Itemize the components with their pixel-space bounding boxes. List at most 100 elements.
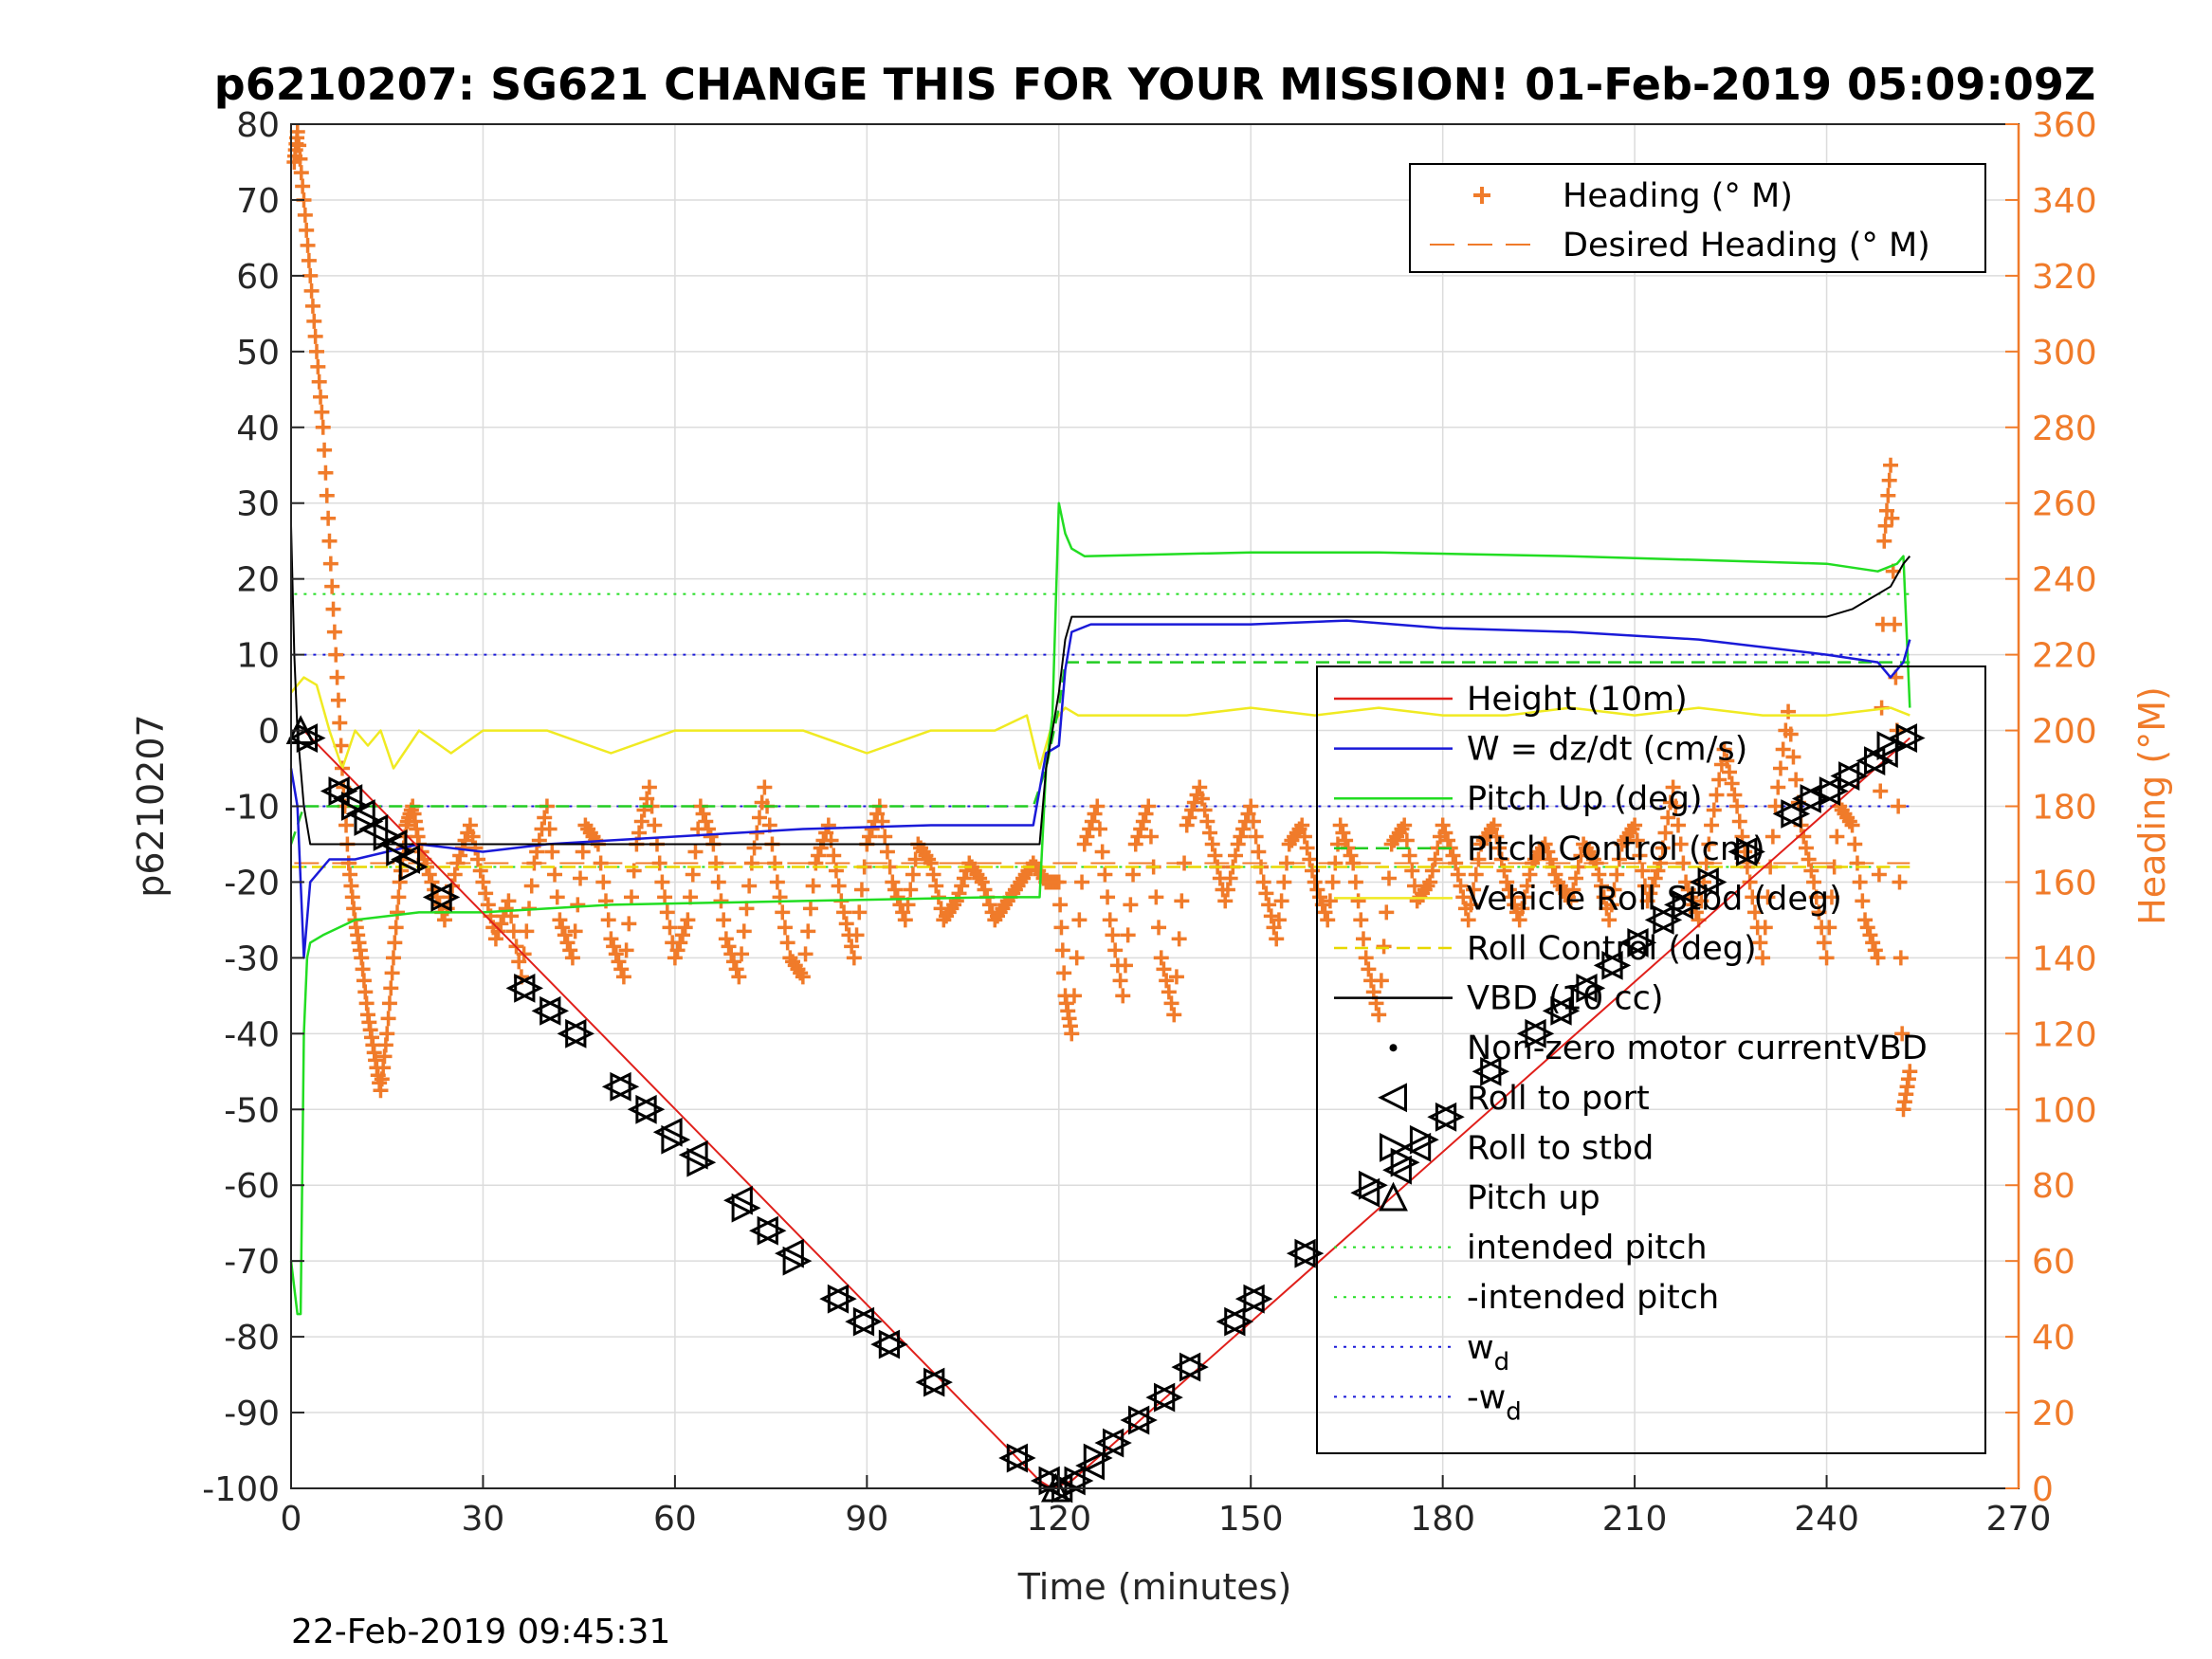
heading-point	[1163, 995, 1179, 1012]
heading-point	[1709, 787, 1725, 803]
heading-point	[449, 855, 466, 871]
heading-point	[1693, 893, 1709, 909]
heading-point	[657, 889, 673, 905]
x-tick-label: 60	[653, 1500, 697, 1539]
heading-point	[1876, 533, 1892, 549]
heading-point	[698, 813, 714, 830]
heading-point	[808, 855, 824, 871]
heading-point	[1489, 829, 1505, 845]
y-tick-label: 70	[236, 182, 280, 221]
heading-point	[1404, 863, 1420, 879]
heading-point	[1857, 912, 1874, 928]
heading-point	[775, 904, 791, 921]
roll-to-port-marker	[1216, 1306, 1246, 1337]
heading-point	[318, 465, 334, 481]
heading-point	[1745, 889, 1761, 905]
heading-point	[797, 946, 814, 962]
roll-to-port-marker	[531, 995, 561, 1026]
heading-point	[292, 151, 308, 167]
heading-point	[1174, 893, 1190, 909]
heading-point	[1819, 950, 1835, 966]
y-right-tick-label: 140	[2032, 939, 2097, 978]
heading-point	[1823, 889, 1839, 905]
y-tick-label: 60	[236, 258, 280, 297]
heading-point	[1891, 798, 1907, 814]
y-tick-label: -20	[224, 864, 280, 902]
heading-point	[595, 874, 612, 890]
roll-to-stbd-marker	[1697, 867, 1728, 897]
heading-point	[1463, 897, 1479, 913]
heading-point	[526, 855, 542, 871]
legend-entry-label: Desired Heading (° M)	[1563, 227, 1930, 264]
heading-point	[828, 863, 844, 879]
heading-point	[1302, 851, 1318, 867]
heading-point	[447, 866, 463, 883]
heading-point	[321, 533, 338, 549]
heading-point	[739, 901, 755, 917]
heading-point	[889, 889, 905, 905]
heading-point	[1159, 973, 1175, 989]
roll-to-port-marker	[1856, 746, 1886, 775]
heading-point	[501, 893, 517, 909]
heading-point	[734, 946, 750, 962]
heading-point	[544, 844, 560, 860]
heading-point	[1097, 866, 1113, 883]
heading-point	[1054, 942, 1070, 958]
heading-point	[1435, 817, 1451, 833]
roll-to-port-marker	[1567, 973, 1598, 1003]
heading-point	[954, 878, 970, 894]
heading-point	[1102, 912, 1118, 928]
heading-point	[328, 647, 344, 663]
heading-point	[877, 829, 893, 845]
heading-point	[1179, 817, 1195, 833]
legend-entry-label: Roll to stbd	[1467, 1129, 1654, 1167]
heading-point	[1871, 866, 1887, 883]
heading-point	[1276, 874, 1292, 890]
heading-point	[1654, 840, 1671, 856]
heading-point	[1816, 935, 1832, 951]
y-axis-right: 0 20 40 60 80 100 120 140 160 180 200 220 240 260 280 3…	[2005, 106, 2097, 1509]
heading-point	[541, 821, 558, 837]
heading-point	[559, 935, 576, 951]
heading-point	[1347, 874, 1363, 890]
heading-point	[1094, 844, 1110, 860]
heading-point	[1852, 874, 1868, 890]
heading-point	[1504, 889, 1520, 905]
heading-point	[1312, 889, 1328, 905]
heading-point	[300, 237, 316, 253]
heading-point	[600, 912, 616, 928]
heading-point	[379, 1026, 395, 1042]
legend-entry-label: wd	[1467, 1329, 1509, 1376]
heading-point	[1563, 893, 1579, 909]
heading-point	[1074, 874, 1090, 890]
heading-point	[647, 817, 663, 833]
heading-point	[1466, 882, 1482, 898]
y-tick-label: -70	[224, 1243, 280, 1282]
heading-point	[885, 874, 901, 890]
y-tick-label: -80	[224, 1319, 280, 1358]
heading-point	[1716, 741, 1732, 757]
heading-point	[1455, 889, 1472, 905]
roll-to-stbd-marker	[1243, 1284, 1273, 1314]
legend-entry-label: Heading (° M)	[1563, 177, 1793, 215]
heading-point	[573, 870, 589, 886]
heading-point	[1803, 863, 1819, 879]
heading-point	[731, 969, 747, 985]
roll-to-port-marker	[1382, 1155, 1412, 1185]
roll-to-port-marker	[1811, 776, 1841, 806]
heading-point	[1635, 863, 1651, 879]
heading-point	[606, 939, 622, 955]
roll-to-stbd-marker	[1550, 995, 1581, 1026]
heading-point	[1752, 935, 1768, 951]
heading-point	[313, 389, 329, 405]
heading-point	[1166, 1007, 1182, 1023]
heading-point	[1233, 829, 1249, 845]
heading-point	[1151, 920, 1167, 936]
roll-to-stbd-marker	[354, 807, 384, 836]
y-right-tick-label: 320	[2032, 258, 2097, 297]
heading-point	[1647, 870, 1663, 886]
y-tick-label: 10	[236, 637, 280, 676]
heading-point	[1491, 840, 1508, 856]
heading-point	[1123, 897, 1139, 913]
heading-point	[436, 912, 452, 928]
